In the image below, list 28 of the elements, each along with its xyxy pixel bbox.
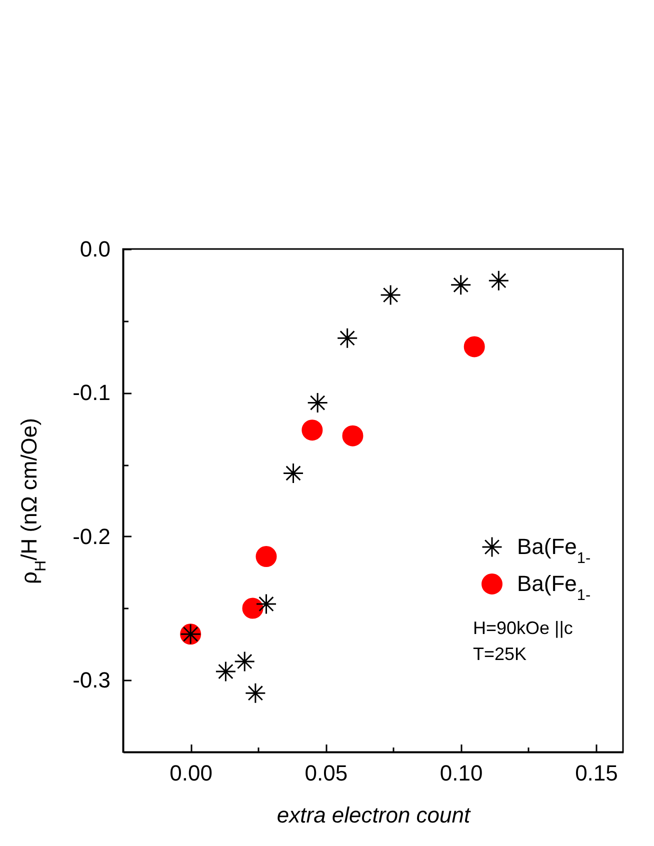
- y-tick-label: -0.1: [72, 380, 110, 406]
- point: [215, 661, 236, 682]
- y-tick-label: -0.3: [72, 668, 110, 693]
- x-tick-label: 0.10: [440, 760, 483, 786]
- point: [302, 420, 323, 441]
- point: [342, 425, 364, 446]
- point: [244, 682, 266, 704]
- point: [234, 650, 256, 672]
- x-tick-label: 0.05: [304, 760, 348, 786]
- x-axis-title: extra electron count: [276, 802, 471, 828]
- point: [336, 328, 358, 349]
- legend-label: Ba(Fe$_{1-}$: [517, 571, 591, 604]
- x-tick-label: 0.15: [575, 760, 618, 786]
- point: [256, 593, 277, 614]
- x-tick-label: 0.00: [170, 760, 212, 786]
- annotation: T=25K: [473, 644, 527, 664]
- point: [380, 284, 402, 306]
- point: [256, 546, 277, 568]
- point: [282, 462, 304, 484]
- point: [488, 270, 510, 292]
- y-tick-label: -0.2: [72, 524, 110, 549]
- point: [242, 598, 264, 619]
- y-tick-label: 0.0: [80, 236, 110, 262]
- annotation: H=90kOe ||c: [473, 618, 573, 638]
- point: [307, 392, 328, 414]
- point: [464, 336, 485, 358]
- point: [450, 274, 472, 296]
- legend-label: Ba(Fe$_{1-}$: [517, 534, 591, 566]
